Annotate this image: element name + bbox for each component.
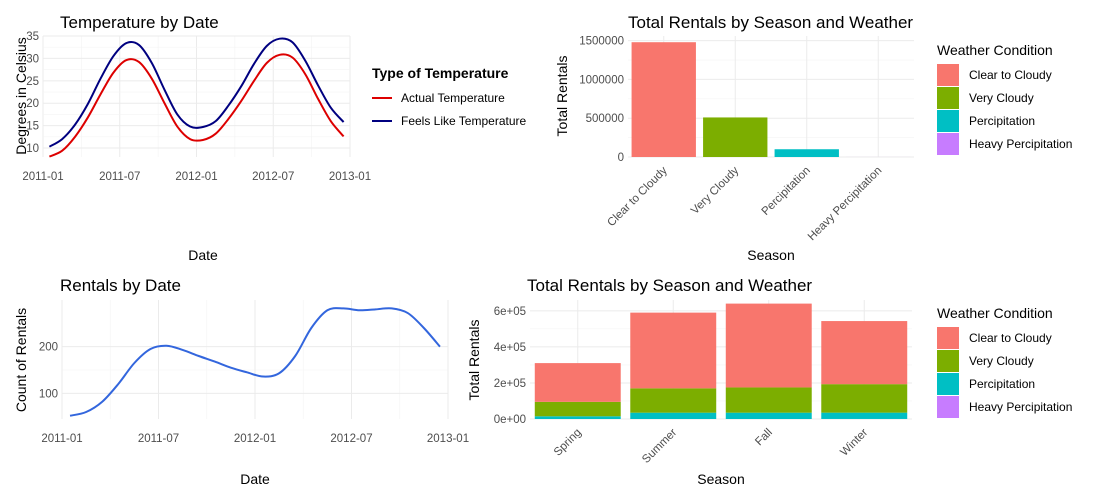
bar-winter-percipitation bbox=[821, 412, 908, 419]
y-tick-label: 200 bbox=[39, 342, 58, 354]
x-tick-label: 2012-07 bbox=[330, 433, 372, 445]
x-tick-label-summer: Summer bbox=[640, 427, 679, 466]
legend-key-heavy-percipitation bbox=[937, 396, 959, 418]
weather-rentals-y-label: Total Rentals bbox=[554, 56, 570, 137]
series-line-rentals bbox=[69, 307, 441, 417]
y-tick-label: 10 bbox=[26, 143, 39, 155]
rentals-date-x-label: Date bbox=[240, 471, 270, 487]
temperature-y-label: Degrees in Celsius bbox=[13, 37, 29, 155]
season-rentals-title: Total Rentals by Season and Weather bbox=[527, 276, 812, 295]
legend-key-very-cloudy bbox=[937, 87, 959, 109]
x-tick-label: 2012-01 bbox=[234, 433, 276, 445]
season-rentals-y-label: Total Rentals bbox=[466, 320, 482, 401]
rentals-date-title: Rentals by Date bbox=[60, 276, 181, 295]
y-tick-label: 6e+05 bbox=[494, 306, 526, 318]
bar-spring-percipitation bbox=[534, 416, 621, 419]
bar-clear-to-cloudy bbox=[631, 42, 696, 158]
x-tick-label-winter: Winter bbox=[838, 427, 870, 459]
x-tick-label: 2013-01 bbox=[427, 433, 469, 445]
x-tick-label: 2012-07 bbox=[252, 171, 294, 183]
bar-summer-very-cloudy bbox=[630, 388, 717, 413]
x-tick-label: 2011-07 bbox=[138, 433, 179, 445]
y-tick-label: 0e+00 bbox=[494, 414, 526, 426]
legend-key-percipitation bbox=[937, 110, 959, 132]
x-tick-label: 2012-01 bbox=[175, 171, 217, 183]
bar-summer-percipitation bbox=[630, 412, 717, 419]
legend-key-clear-to-cloudy bbox=[937, 327, 959, 349]
temperature-x-label: Date bbox=[188, 247, 218, 263]
bar-spring-very-cloudy bbox=[534, 401, 621, 417]
y-tick-label: 100 bbox=[39, 388, 58, 400]
legend-label-heavy-percipitation: Heavy Percipitation bbox=[969, 400, 1072, 414]
legend-key-percipitation bbox=[937, 373, 959, 395]
season-rentals-legend-title: Weather Condition bbox=[937, 305, 1053, 321]
x-tick-label-spring: Spring bbox=[552, 427, 584, 459]
temperature-legend-title: Type of Temperature bbox=[372, 65, 509, 81]
y-tick-label: 1500000 bbox=[579, 36, 624, 48]
legend-label-feels-like-temperature: Feels Like Temperature bbox=[401, 114, 527, 128]
x-tick-label: 2011-01 bbox=[22, 171, 63, 183]
y-tick-label: 1000000 bbox=[579, 74, 624, 86]
season-rentals-x-label: Season bbox=[697, 471, 744, 487]
weather-rentals-x-label: Season bbox=[747, 247, 794, 263]
x-tick-label-heavy-percipitation: Heavy Percipitation bbox=[806, 165, 885, 244]
x-tick-label: 2011-07 bbox=[99, 171, 140, 183]
bar-fall-very-cloudy bbox=[725, 387, 812, 413]
legend-label-heavy-percipitation: Heavy Percipitation bbox=[969, 137, 1072, 151]
weather-rentals-panel: Total Rentals by Season and Weather 0 500… bbox=[554, 13, 1072, 263]
x-tick-label-very-cloudy: Very Cloudy bbox=[689, 164, 742, 217]
y-tick-label: 500000 bbox=[586, 113, 624, 125]
legend-label-percipitation: Percipitation bbox=[969, 114, 1035, 128]
season-rentals-legend: Weather Condition Clear to Cloudy Very Cl… bbox=[937, 305, 1072, 418]
legend-label-very-cloudy: Very Cloudy bbox=[969, 91, 1034, 105]
temperature-title: Temperature by Date bbox=[60, 13, 219, 32]
bar-percipitation bbox=[774, 149, 839, 157]
y-tick-label: 35 bbox=[26, 31, 39, 43]
x-tick-label-percipitation: Percipitation bbox=[760, 165, 813, 218]
bar-fall-clear-to-cloudy bbox=[725, 303, 812, 388]
temperature-legend: Type of Temperature Actual Temperature F… bbox=[372, 65, 527, 128]
legend-label-actual-temperature: Actual Temperature bbox=[401, 91, 505, 105]
temperature-panel: Temperature by Date 10 15 20 25 30 35 2011-01… bbox=[13, 13, 527, 263]
legend-label-very-cloudy: Very Cloudy bbox=[969, 354, 1034, 368]
legend-label-percipitation: Percipitation bbox=[969, 377, 1035, 391]
legend-label-clear-to-cloudy: Clear to Cloudy bbox=[969, 68, 1052, 82]
season-rentals-panel: Total Rentals by Season and Weather 0e+0… bbox=[466, 276, 1072, 487]
bar-spring-clear-to-cloudy bbox=[534, 363, 621, 402]
y-tick-label: 30 bbox=[26, 53, 39, 65]
y-tick-label: 15 bbox=[26, 121, 39, 133]
legend-key-clear-to-cloudy bbox=[937, 64, 959, 86]
bar-summer-clear-to-cloudy bbox=[630, 312, 717, 389]
weather-rentals-title: Total Rentals by Season and Weather bbox=[628, 13, 913, 32]
legend-label-clear-to-cloudy: Clear to Cloudy bbox=[969, 331, 1052, 345]
weather-rentals-legend: Weather Condition Clear to Cloudy Very Cl… bbox=[937, 42, 1072, 155]
series-line-actual-temperature bbox=[48, 53, 345, 158]
bar-very-cloudy bbox=[703, 117, 768, 157]
y-tick-label: 4e+05 bbox=[494, 342, 526, 354]
x-tick-label: 2011-01 bbox=[41, 433, 82, 445]
bar-winter-clear-to-cloudy bbox=[821, 321, 908, 385]
legend-key-heavy-percipitation bbox=[937, 133, 959, 155]
y-tick-label: 25 bbox=[26, 76, 39, 88]
x-tick-label-fall: Fall bbox=[753, 427, 775, 449]
y-tick-label: 0 bbox=[618, 152, 624, 164]
y-tick-label: 20 bbox=[26, 98, 39, 110]
y-tick-label: 2e+05 bbox=[494, 378, 526, 390]
bar-winter-very-cloudy bbox=[821, 384, 908, 413]
series-line-feels-like-temperature bbox=[48, 37, 345, 148]
rentals-date-y-label: Count of Rentals bbox=[13, 308, 29, 412]
rentals-date-panel: Rentals by Date 100 200 2011-01 2011-07 201… bbox=[13, 276, 469, 487]
x-tick-label: 2013-01 bbox=[329, 171, 371, 183]
legend-key-very-cloudy bbox=[937, 350, 959, 372]
x-tick-label-clear-to-cloudy: Clear to Cloudy bbox=[605, 164, 670, 229]
bar-fall-percipitation bbox=[725, 412, 812, 419]
weather-rentals-legend-title: Weather Condition bbox=[937, 42, 1053, 58]
